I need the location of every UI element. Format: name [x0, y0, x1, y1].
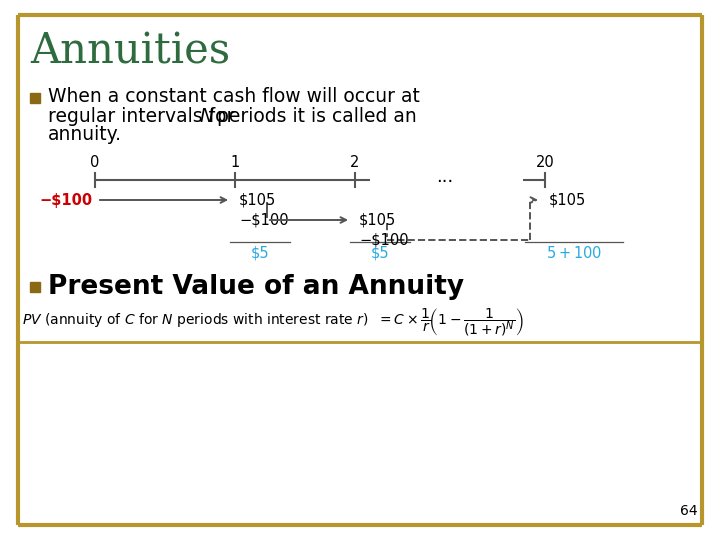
Text: $5: $5: [251, 245, 269, 260]
Text: 20: 20: [536, 155, 554, 170]
Text: −$100: −$100: [40, 192, 93, 207]
Text: −$100: −$100: [359, 233, 409, 247]
Text: 64: 64: [680, 504, 698, 518]
Text: ...: ...: [436, 168, 454, 186]
Text: $105: $105: [549, 192, 586, 207]
Text: 0: 0: [90, 155, 99, 170]
Text: When a constant cash flow will occur at: When a constant cash flow will occur at: [48, 87, 420, 106]
Text: 2: 2: [351, 155, 360, 170]
Text: $105: $105: [239, 192, 276, 207]
Text: 1: 1: [230, 155, 240, 170]
Text: periods it is called an: periods it is called an: [211, 106, 417, 125]
Text: $\mathit{PV}$ (annuity of $\mathit{C}$ for $\mathit{N}$ periods with interest ra: $\mathit{PV}$ (annuity of $\mathit{C}$ f…: [22, 306, 524, 338]
Bar: [30, 282, 40, 292]
Text: −$100: −$100: [239, 213, 289, 227]
Text: Present Value of an Annuity: Present Value of an Annuity: [48, 274, 464, 300]
Text: $5 + $100: $5 + $100: [546, 245, 602, 261]
Text: regular intervals for: regular intervals for: [48, 106, 240, 125]
Bar: [30, 93, 40, 103]
Text: $5: $5: [371, 245, 390, 260]
Text: $105: $105: [359, 213, 396, 227]
Text: annuity.: annuity.: [48, 125, 122, 145]
Text: Annuities: Annuities: [30, 30, 230, 72]
Text: N: N: [200, 106, 214, 125]
